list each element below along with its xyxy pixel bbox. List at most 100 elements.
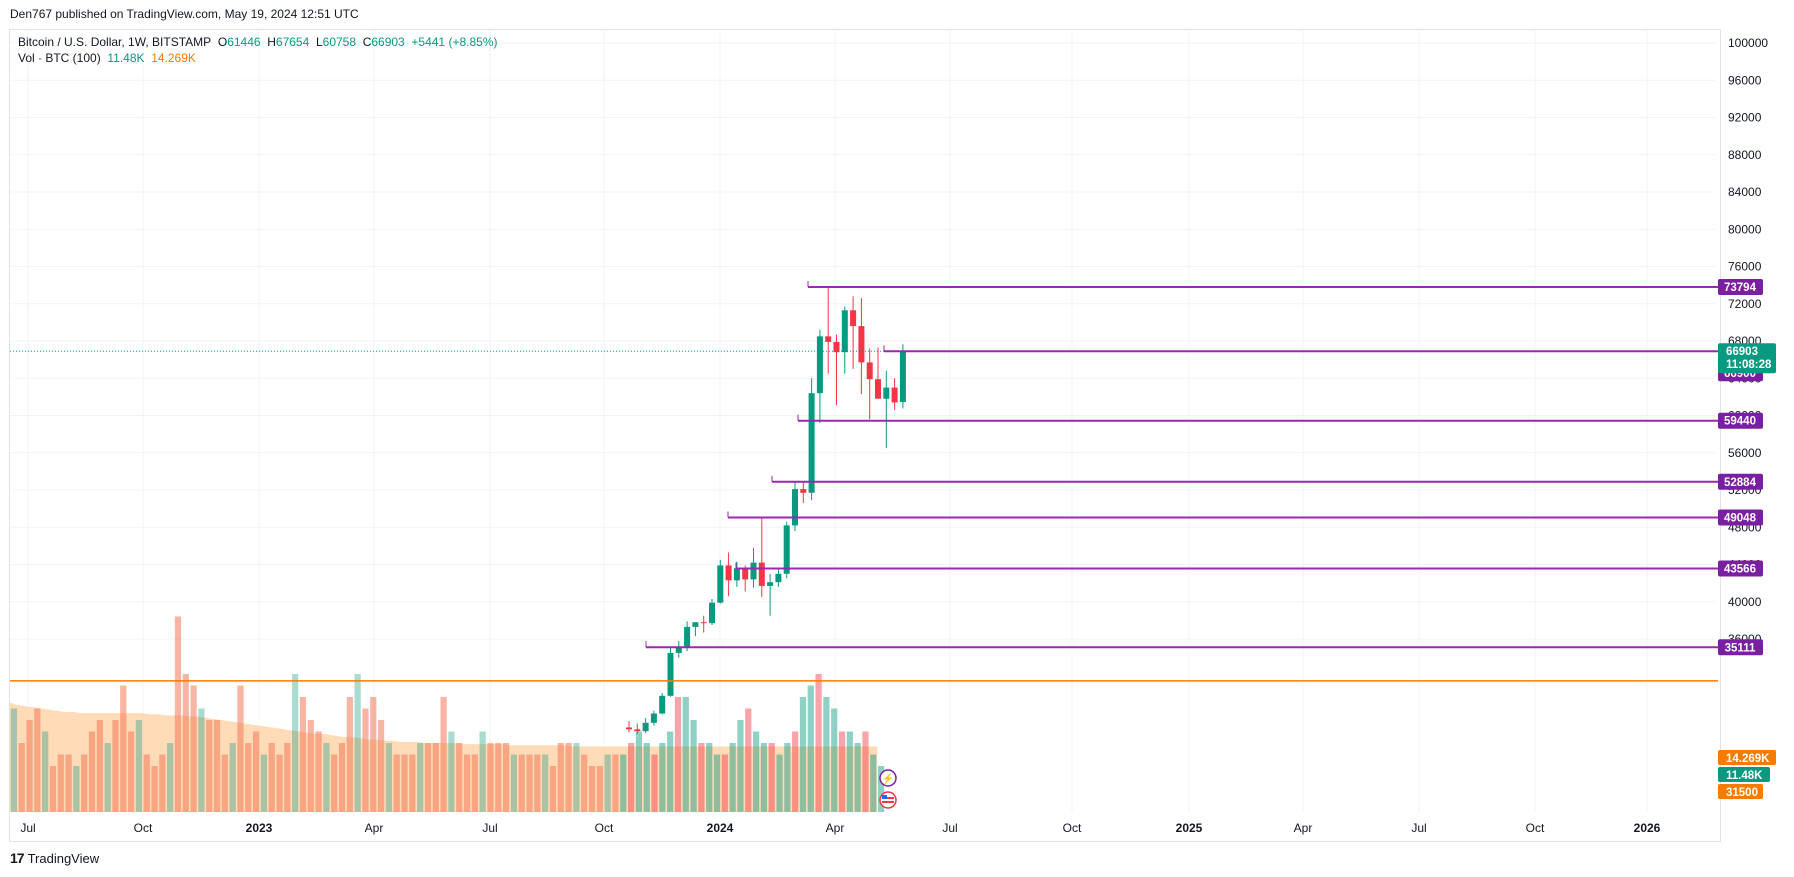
volume-bar (120, 685, 127, 812)
x-tick-label: Oct (1063, 821, 1082, 835)
volume-bar (854, 743, 861, 812)
flag-canton-icon (882, 795, 887, 799)
volume-bar (713, 754, 721, 812)
volume-bar (370, 697, 377, 812)
level-tag (1718, 279, 1763, 296)
candle-body (833, 341, 840, 353)
y-tick-label: 100000 (1728, 36, 1768, 50)
orange-level-tag (1718, 784, 1763, 799)
volume-last-tag-label: 11.48K (1726, 770, 1763, 782)
volume-bar (745, 708, 752, 812)
volume-bar (143, 754, 150, 812)
volume-bar (354, 674, 361, 812)
candle-body (626, 727, 632, 730)
volume-bar (206, 720, 213, 812)
volume-bar (620, 754, 627, 812)
volume-bar (245, 743, 252, 812)
legend-volume-label[interactable]: Vol · BTC (100) (18, 51, 101, 65)
volume-bar (479, 731, 486, 812)
volume-bar (18, 743, 25, 812)
volume-bar (104, 743, 111, 812)
candle-body (684, 626, 691, 648)
x-tick-label: Apr (1294, 821, 1313, 835)
price-tag (1718, 343, 1776, 374)
volume-bar (10, 708, 18, 812)
volume-bar (252, 731, 260, 812)
candle-body (709, 602, 715, 624)
volume-bar (729, 743, 736, 812)
volume-bar (659, 743, 666, 812)
volume-bar (159, 754, 166, 812)
volume-bar (823, 697, 830, 812)
volume-bar (752, 731, 760, 812)
volume-bar (768, 743, 775, 812)
volume-bar (870, 754, 877, 812)
level-tag-label: 43566 (1724, 564, 1756, 576)
volume-bar (518, 754, 525, 812)
legend-volume: Vol · BTC (100) 11.48K 14.269K (18, 51, 196, 65)
chart-frame[interactable] (9, 29, 1721, 842)
candle-body (642, 722, 649, 732)
volume-bar (346, 697, 353, 812)
footer-brand-text: TradingView (27, 850, 100, 866)
volume-bar (807, 685, 814, 812)
volume-bar (448, 731, 455, 812)
volume-bar (57, 754, 64, 812)
volume-bar (268, 743, 275, 812)
volume-bar (229, 743, 236, 812)
volume-bar (331, 754, 338, 812)
volume-bar (877, 766, 885, 812)
legend-symbol[interactable]: Bitcoin / U.S. Dollar, 1W, BITSTAMP (18, 35, 212, 49)
volume-bar (549, 766, 557, 812)
volume-bar (846, 731, 853, 812)
volume-bar (784, 743, 791, 812)
x-tick-label: Jul (942, 821, 957, 835)
volume-bar (417, 743, 424, 812)
candle-body (841, 310, 848, 353)
volume-bar (34, 708, 41, 812)
volume-bar (502, 743, 510, 812)
volume-bar (409, 754, 416, 812)
candle-body (800, 489, 807, 493)
y-tick-label: 84000 (1728, 185, 1762, 199)
candle-body (883, 387, 890, 399)
x-tick-label: 2024 (707, 821, 734, 835)
footer-brand[interactable]: 17 TradingView (10, 850, 99, 866)
x-tick-label: 2023 (246, 821, 273, 835)
volume-bar (799, 697, 807, 812)
volume-bar (401, 754, 408, 812)
publisher-line: Den767 published on TradingView.com, May… (10, 7, 359, 21)
volume-bar (612, 754, 619, 812)
y-tick-label: 80000 (1728, 222, 1762, 236)
volume-bar (362, 708, 369, 812)
volume-bar (338, 743, 346, 812)
volume-bar (737, 720, 744, 812)
legend-high: 67654 (275, 35, 310, 49)
volume-bar (596, 766, 603, 812)
volume-bar (237, 685, 244, 812)
volume-bar (471, 754, 478, 812)
volume-bar (292, 674, 299, 812)
us-flag-event-icon[interactable] (879, 791, 897, 809)
volume-bar (862, 731, 869, 812)
y-tick-label: 56000 (1728, 446, 1762, 460)
volume-bar (432, 743, 439, 812)
level-tag-label: 35111 (1725, 642, 1756, 654)
x-tick-label: 2026 (1634, 821, 1661, 835)
level-tag (1718, 473, 1763, 490)
y-tick-label: 92000 (1728, 111, 1762, 125)
volume-bar (307, 720, 314, 812)
volume-bar (690, 720, 697, 812)
price-tag-timer: 11:08:28 (1726, 359, 1772, 371)
x-tick-label: Jul (20, 821, 35, 835)
candle-body (733, 568, 740, 581)
volume-bar (487, 743, 494, 812)
level-tag-label: 52884 (1724, 477, 1757, 489)
volume-bar (815, 674, 822, 812)
volume-bar (260, 754, 268, 812)
volume-bar (463, 754, 471, 812)
volume-bar (198, 708, 205, 812)
candle-body (825, 336, 832, 342)
lightning-event-icon[interactable] (879, 769, 897, 787)
